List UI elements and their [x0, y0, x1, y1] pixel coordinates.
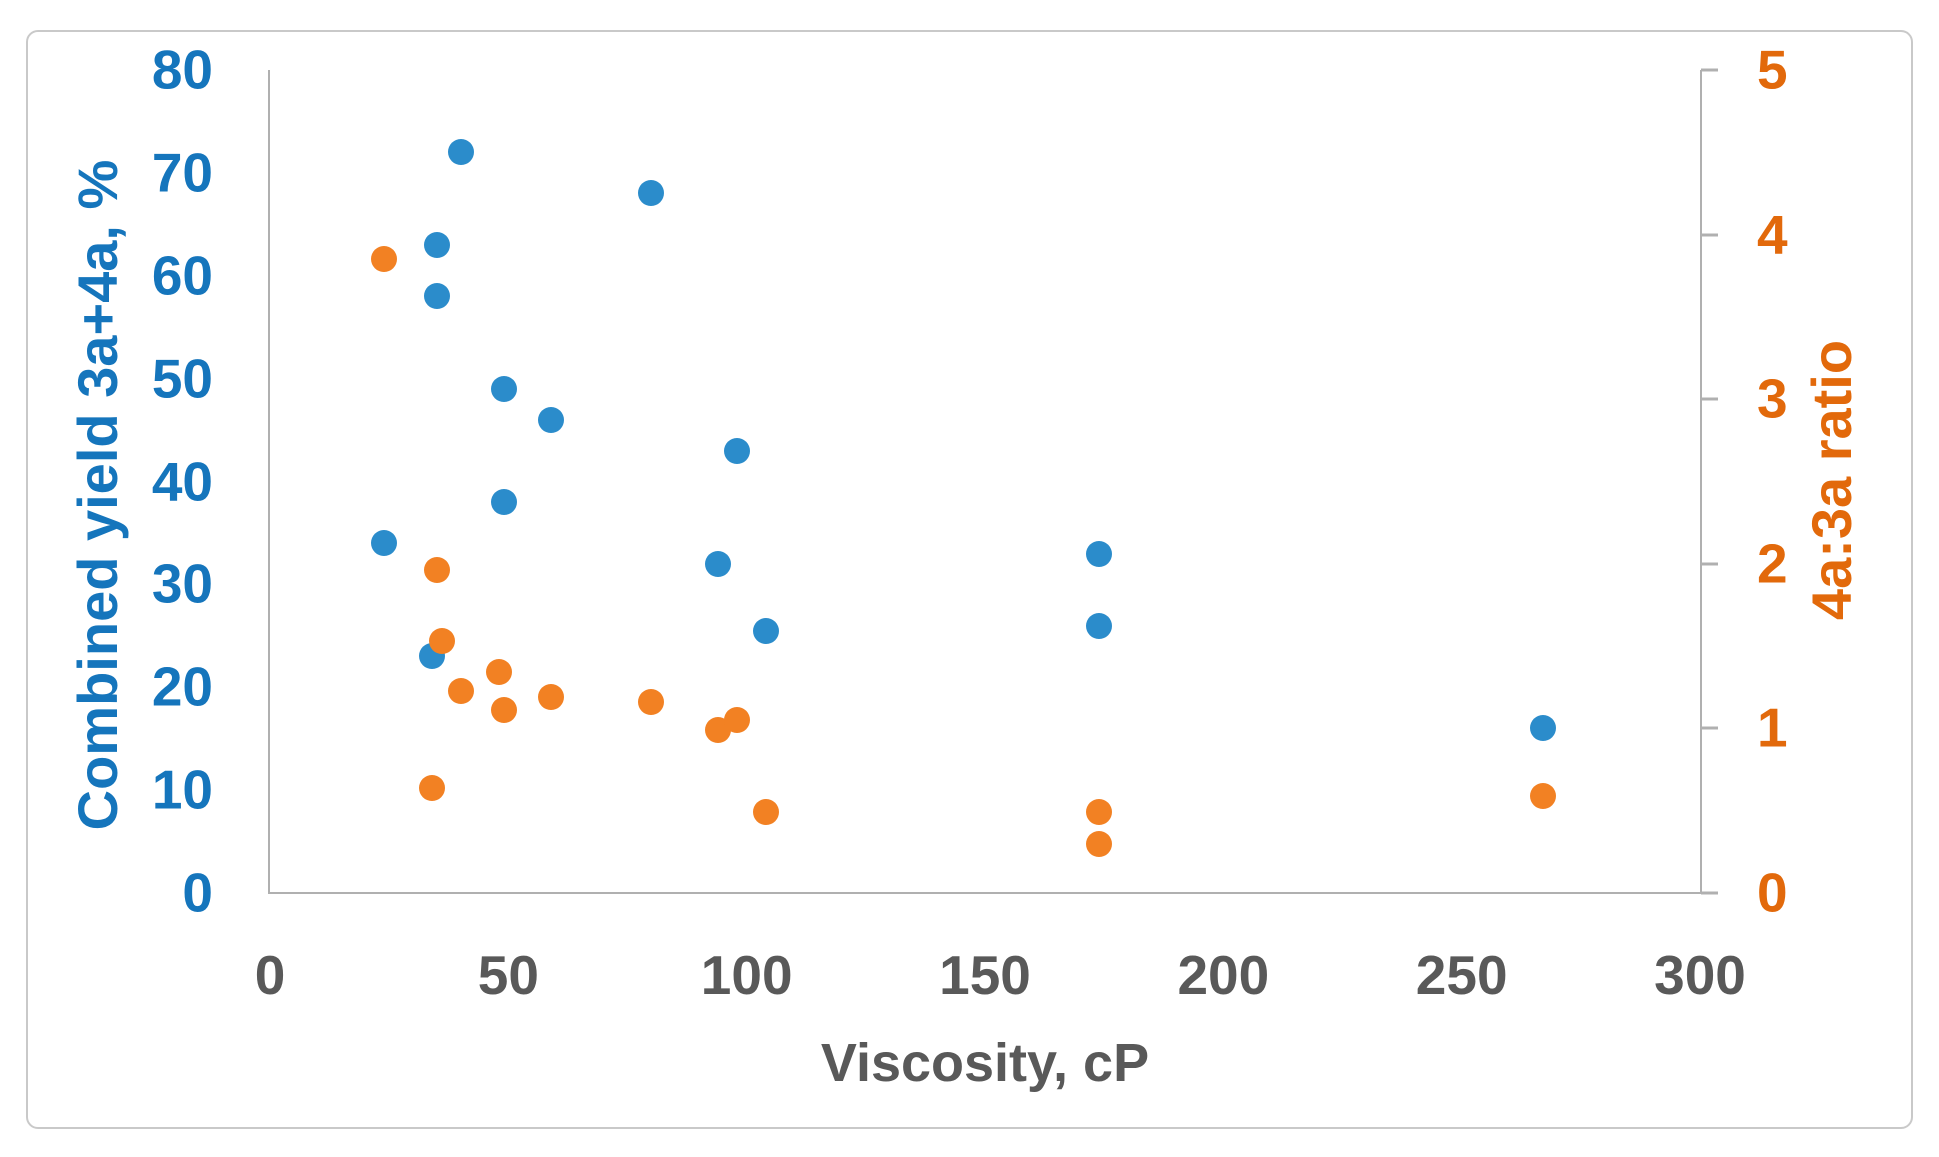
yield-data-point [752, 617, 779, 644]
x-tick-label: 200 [1177, 944, 1270, 1006]
x-axis-line [268, 892, 1702, 894]
right-axis-tick [1701, 397, 1718, 401]
yield-data-point [1086, 540, 1113, 567]
y-left-tick-label: 20 [151, 655, 213, 718]
x-tick-label: 50 [477, 944, 539, 1006]
ratio-data-point [428, 628, 455, 655]
yield-data-point [1086, 612, 1113, 639]
y-right-tick-label: 1 [1757, 696, 1788, 759]
y-right-tick-label: 3 [1757, 367, 1788, 430]
yield-data-point [705, 550, 732, 577]
ratio-data-point [490, 697, 517, 724]
ratio-data-point [538, 684, 565, 711]
left-y-axis-line [268, 70, 270, 894]
x-tick-label: 100 [700, 944, 793, 1006]
y-left-tick-label: 40 [151, 450, 213, 512]
ratio-data-point [638, 689, 665, 716]
left-y-tick-labels: 0 10 20 30 40 50 60 70 80 [0, 0, 213, 1157]
yield-data-point [638, 180, 665, 207]
yield-data-point [538, 406, 565, 433]
yield-data-point [447, 139, 474, 166]
yield-data-point [423, 231, 450, 258]
right-axis-tick [1701, 233, 1718, 237]
y-left-tick-label: 60 [151, 244, 213, 307]
ratio-data-point [371, 246, 398, 273]
y-axis-title-right: 4a:3a ratio [1800, 339, 1863, 621]
yield-data-point [490, 489, 517, 516]
x-tick-label: 150 [939, 944, 1031, 1006]
y-right-tick-label: 5 [1757, 38, 1788, 101]
right-axis-tick [1701, 891, 1718, 895]
ratio-data-point [1086, 830, 1113, 857]
ratio-data-point [485, 659, 512, 686]
y-left-tick-label: 30 [151, 552, 213, 615]
y-left-tick-label: 50 [151, 347, 213, 410]
y-left-tick-label: 0 [182, 861, 213, 924]
yield-data-point [423, 283, 450, 310]
y-right-tick-label: 2 [1757, 532, 1788, 595]
y-left-tick-label: 10 [151, 758, 213, 821]
ratio-data-point [1529, 782, 1556, 809]
yield-data-point [1529, 715, 1556, 742]
x-tick-label: 300 [1654, 944, 1746, 1006]
right-axis-tick [1701, 726, 1718, 730]
y-left-tick-label: 80 [151, 38, 213, 101]
yield-data-point [490, 375, 517, 402]
ratio-data-point [423, 557, 450, 584]
figure-border [26, 30, 1913, 1129]
right-y-axis-line [1700, 70, 1702, 894]
x-tick-label: 250 [1415, 944, 1508, 1006]
y-right-tick-label: 4 [1757, 203, 1788, 266]
x-tick-label: 0 [254, 944, 286, 1006]
ratio-data-point [752, 799, 779, 826]
yield-data-point [371, 530, 398, 557]
right-axis-tick [1701, 562, 1718, 566]
ratio-data-point [724, 707, 751, 734]
right-axis-tick [1701, 68, 1718, 72]
yield-data-point [724, 437, 751, 464]
y-right-tick-label: 0 [1757, 861, 1788, 924]
y-left-tick-label: 70 [151, 141, 213, 204]
ratio-data-point [1086, 799, 1113, 826]
ratio-data-point [419, 774, 446, 801]
ratio-data-point [447, 677, 474, 704]
x-axis-title: Viscosity, cP [820, 1033, 1150, 1093]
